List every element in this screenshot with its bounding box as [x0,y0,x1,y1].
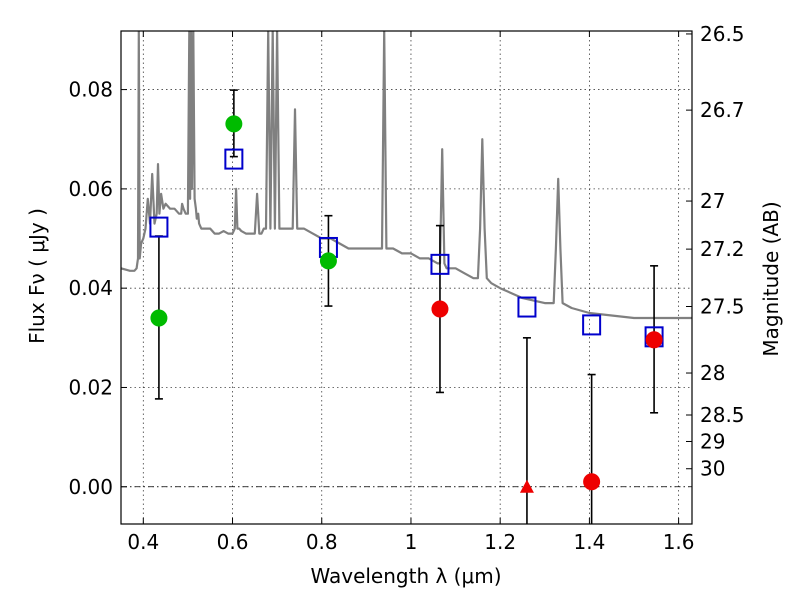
x-tick-label: 0.4 [127,530,159,554]
y-tick-label: 0.06 [68,177,113,201]
y2-tick-label: 28.5 [700,403,745,427]
x-tick-label: 0.8 [306,530,338,554]
y-tick-label: 0.00 [68,475,113,499]
model-flux-square [517,296,537,318]
y2-tick-label: 27.5 [700,294,745,318]
observed-flux-point [225,115,243,133]
y-axis-ticks: 0.00 0.02 0.04 0.06 0.08 [68,78,127,499]
y2-tick-label: 27 [700,189,725,213]
y2-tick-label: 28 [700,361,725,385]
observed-flux-point [431,300,449,318]
data-points [149,115,664,493]
spectrum-line [121,31,692,320]
x-tick-label: 1 [405,530,418,554]
model-flux-square [149,216,169,238]
x-tick-label: 0.6 [217,530,249,554]
observed-flux-point [583,473,601,491]
model-flux-square [582,314,602,336]
model-spectrum [121,31,692,320]
error-bars [154,89,659,524]
x-axis-ticks: 0.4 0.6 0.8 1 1.2 1.4 1.6 [127,31,695,554]
model-flux-square [430,253,450,275]
y2-tick-label: 27.2 [700,237,745,261]
y-tick-label: 0.04 [68,276,113,300]
grid-lines [121,31,692,524]
plot-frame [120,30,693,525]
y2-tick-label: 26.5 [700,22,745,46]
x-tick-label: 1.6 [663,530,695,554]
model-flux-square [224,148,244,170]
y2-axis-ticks: 26.5 26.7 27 27.2 27.5 28 28.529 30 [686,22,745,481]
y-tick-label: 0.08 [68,78,113,102]
y2-axis-title: Magnitude (AB) [759,201,783,356]
x-tick-label: 1.2 [484,530,516,554]
y2-tick-label: 26.7 [700,98,745,122]
observed-flux-point [319,252,337,270]
y-axis-title: Flux Fν ( μJy ) [25,208,49,344]
upper-limit-triangle [519,479,534,493]
observed-flux-point [150,309,168,327]
x-axis-title: Wavelength λ (μm) [310,564,501,588]
x-tick-label: 1.4 [573,530,605,554]
y2-tick-label: 29 [700,429,725,453]
y-tick-label: 0.02 [68,375,113,399]
observed-flux-point [645,331,663,349]
y2-tick-label: 30 [700,457,725,481]
